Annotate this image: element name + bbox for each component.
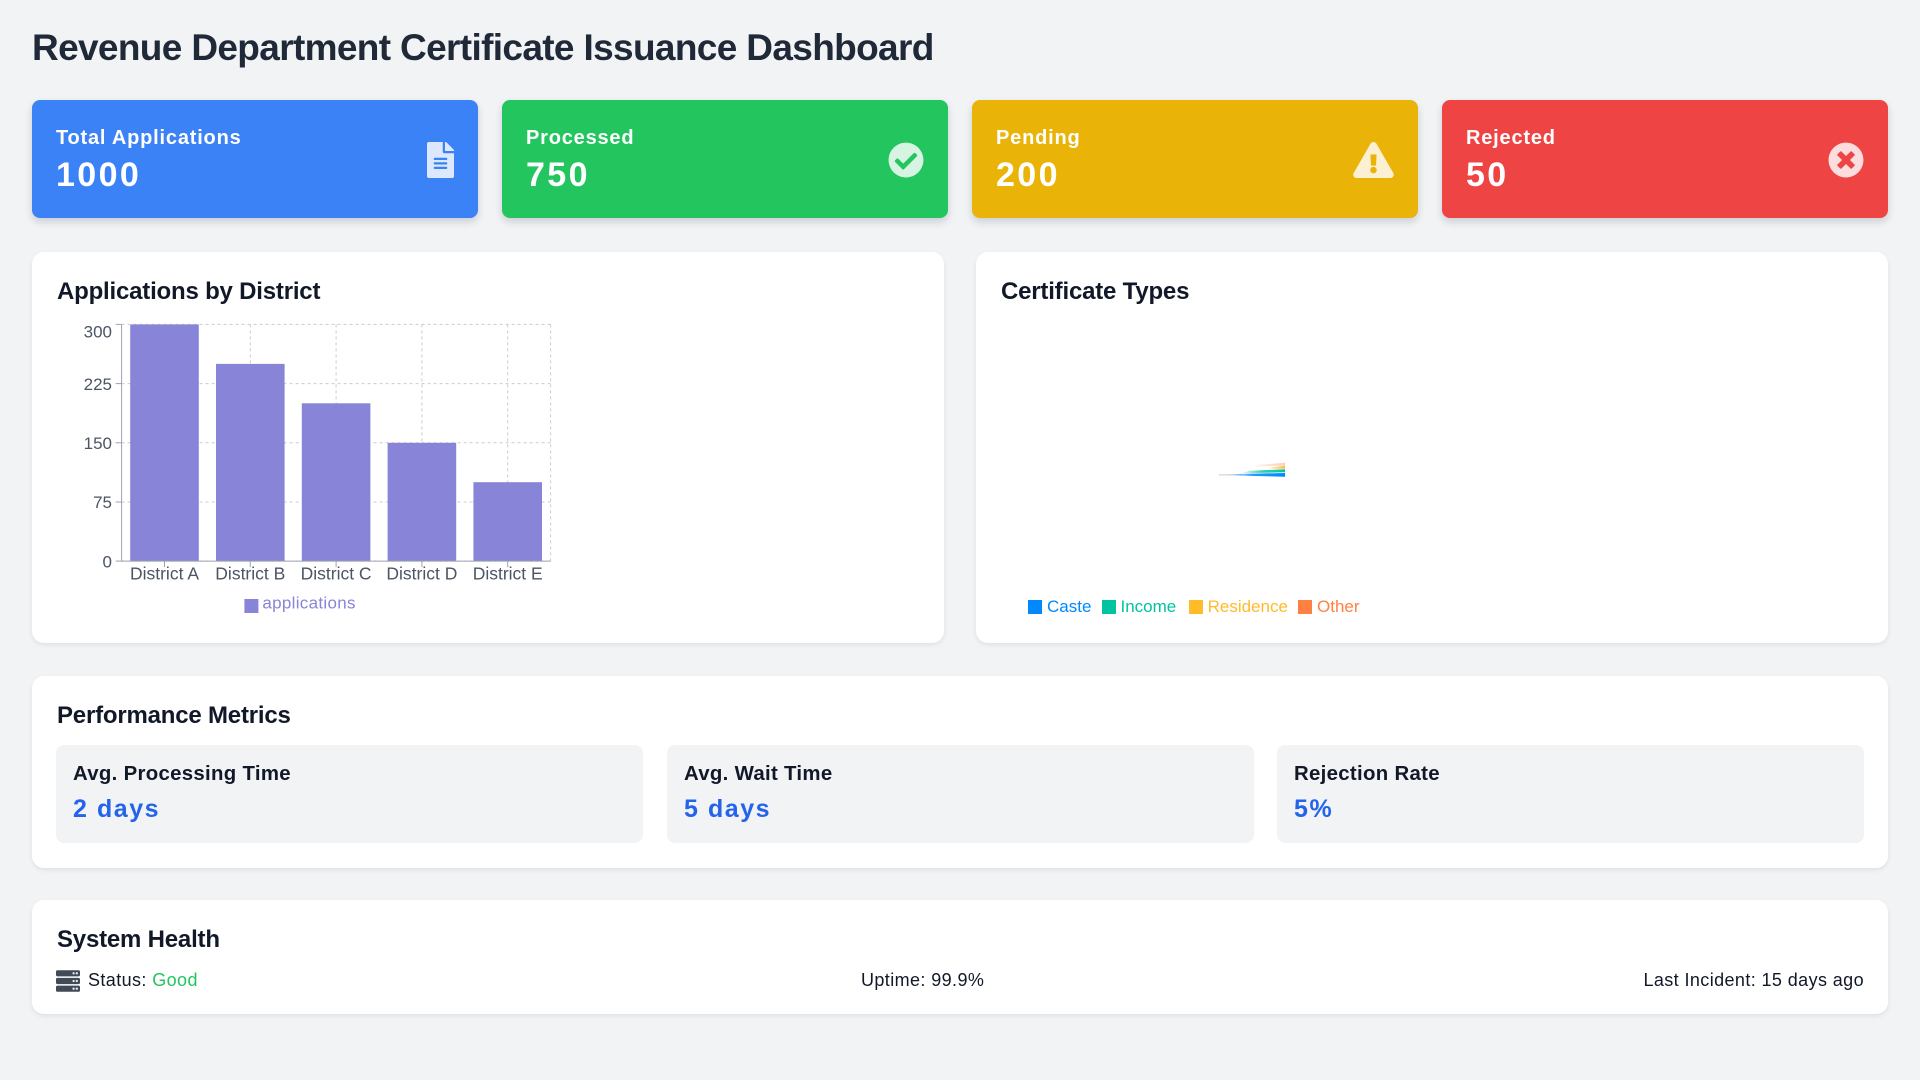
svg-text:300: 300 <box>84 323 112 342</box>
svg-text:District B: District B <box>215 564 285 584</box>
svg-text:75: 75 <box>93 493 112 512</box>
svg-text:applications: applications <box>262 594 355 613</box>
svg-text:225: 225 <box>84 375 112 394</box>
svg-text:0: 0 <box>103 552 112 571</box>
svg-text:150: 150 <box>84 434 112 453</box>
svg-text:District D: District D <box>386 564 457 584</box>
svg-text:District C: District C <box>301 564 372 584</box>
svg-text:District A: District A <box>130 564 199 584</box>
svg-text:District E: District E <box>473 564 543 584</box>
